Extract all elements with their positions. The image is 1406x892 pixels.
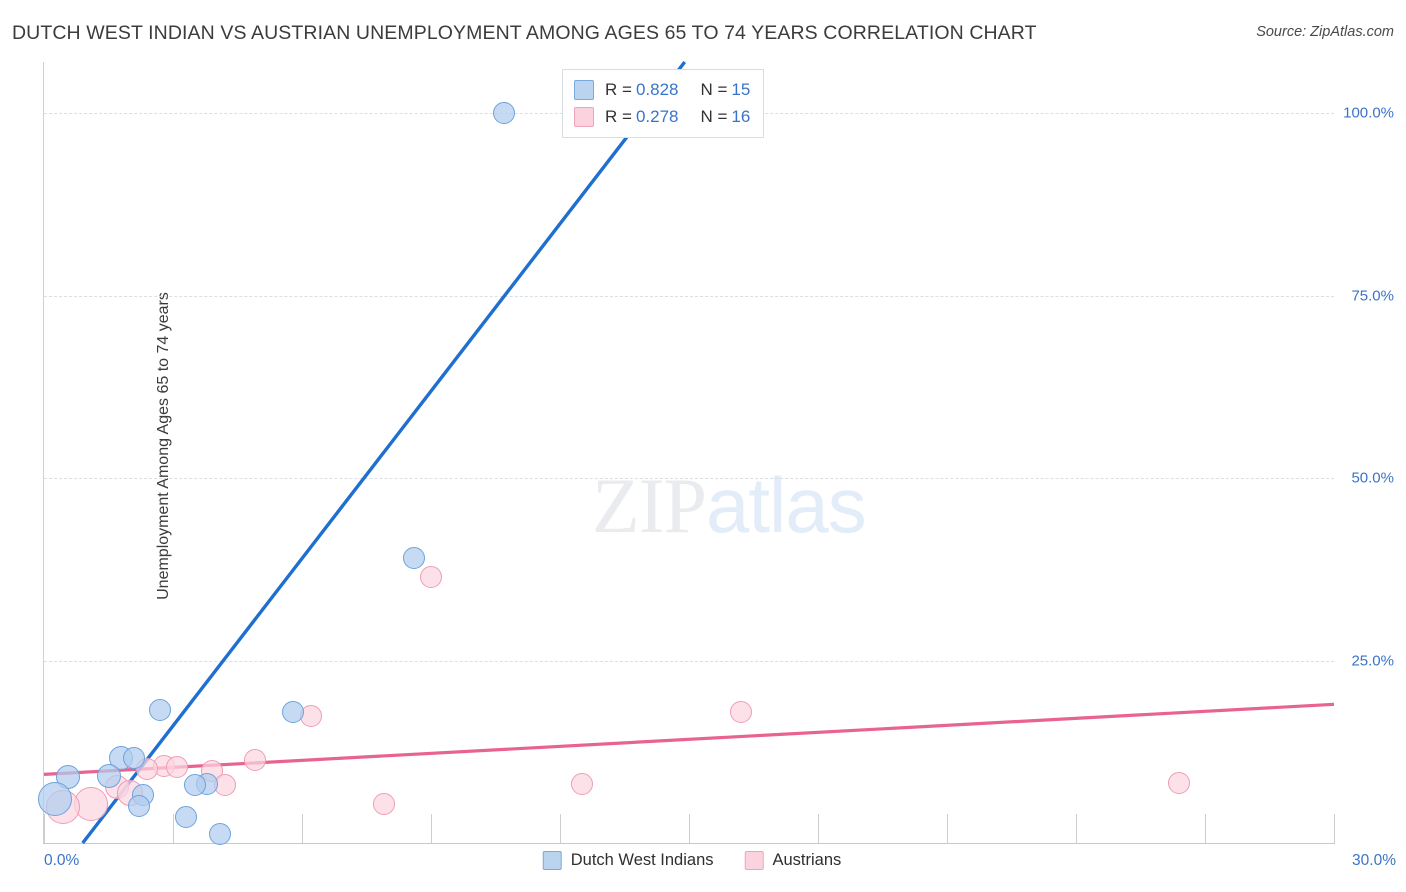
y-axis-tick-label: 75.0% (1351, 287, 1394, 305)
legend-label-dutch-west-indians: Dutch West Indians (570, 851, 714, 869)
series-legend: Dutch West Indians Austrians (542, 851, 864, 870)
legend-item-dutch-west-indians[interactable]: Dutch West Indians (542, 851, 714, 870)
swatch-austrians (574, 106, 594, 127)
x-axis-tick (173, 814, 174, 843)
data-point[interactable] (402, 547, 425, 570)
n-value-dutch: 15 (731, 79, 751, 99)
data-point[interactable] (493, 102, 516, 125)
data-point[interactable] (729, 701, 752, 724)
x-axis-tick (1076, 814, 1077, 843)
x-axis-tick (302, 814, 303, 843)
y-axis-tick-label: 25.0% (1351, 652, 1394, 670)
data-point[interactable] (183, 774, 206, 797)
x-axis-tick (1334, 814, 1335, 843)
data-point[interactable] (96, 763, 121, 788)
stats-row-austrians: R = 0.278 N = 16 (574, 103, 750, 130)
page-title: DUTCH WEST INDIAN VS AUSTRIAN UNEMPLOYME… (12, 22, 1037, 44)
trendlines (43, 60, 1335, 845)
data-point[interactable] (420, 566, 442, 589)
data-point[interactable] (209, 822, 232, 845)
trendline-austrians (43, 702, 1335, 776)
legend-swatch-austrians (744, 851, 764, 870)
x-axis-tick (44, 814, 45, 843)
gridline (44, 295, 1334, 297)
x-axis-tick (431, 814, 432, 843)
x-axis-line (43, 843, 1335, 844)
r-label-dutch: R = (605, 79, 632, 99)
data-point[interactable] (149, 699, 172, 722)
x-axis-tick (818, 814, 819, 843)
r-label-austrians: R = (605, 106, 632, 126)
x-axis-tick (560, 814, 561, 843)
legend-swatch-dutch-west-indians (542, 851, 562, 870)
y-axis-tick-label: 50.0% (1351, 469, 1394, 487)
y-axis-line (43, 62, 44, 844)
n-label-austrians: N = (700, 106, 728, 126)
data-point[interactable] (243, 748, 266, 771)
x-axis-label-max: 30.0% (1352, 852, 1396, 869)
gridline (44, 478, 1334, 480)
data-point[interactable] (123, 747, 146, 770)
y-axis-tick-label: 100.0% (1343, 104, 1394, 122)
n-label-dutch: N = (700, 79, 728, 99)
x-axis-tick (689, 814, 690, 843)
r-value-dutch: 0.828 (635, 79, 679, 99)
data-point[interactable] (166, 756, 189, 779)
plot-area: ZIPatlas (37, 60, 1335, 845)
data-point[interactable] (55, 765, 80, 790)
swatch-dutch-west-indians (574, 79, 594, 100)
data-point[interactable] (282, 700, 305, 723)
data-point[interactable] (570, 772, 593, 795)
correlation-stats-box: R = 0.828 N = 15 R = 0.278 N = 16 (562, 69, 765, 138)
source-label: Source: ZipAtlas.com (1256, 24, 1394, 40)
data-point[interactable] (1168, 772, 1191, 795)
stats-row-dutch-west-indians: R = 0.828 N = 15 (574, 76, 750, 103)
gridline (44, 660, 1334, 662)
data-point[interactable] (127, 794, 150, 817)
legend-label-austrians: Austrians (772, 851, 842, 869)
legend-item-austrians[interactable]: Austrians (744, 851, 841, 870)
data-point[interactable] (37, 782, 72, 817)
trendline-dutch-west-indians (81, 60, 687, 845)
x-axis-tick (1205, 814, 1206, 843)
data-point[interactable] (174, 805, 197, 828)
x-axis-tick (947, 814, 948, 843)
data-point[interactable] (372, 793, 395, 816)
x-axis-label-min: 0.0% (44, 852, 80, 869)
r-value-austrians: 0.278 (635, 106, 679, 126)
n-value-austrians: 16 (731, 106, 751, 126)
